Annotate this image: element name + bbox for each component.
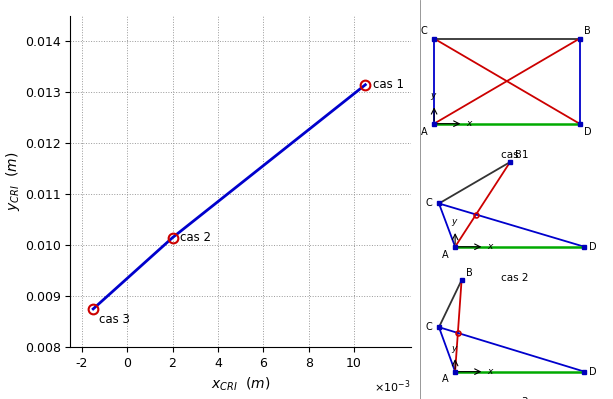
Text: $x$: $x$ xyxy=(487,367,495,376)
Text: cas 2: cas 2 xyxy=(180,231,211,244)
Text: B: B xyxy=(466,269,473,279)
Text: B: B xyxy=(515,150,522,160)
Text: C: C xyxy=(426,322,433,332)
Text: C: C xyxy=(426,198,433,209)
Text: A: A xyxy=(442,249,449,259)
Text: B: B xyxy=(584,26,591,36)
Text: D: D xyxy=(589,367,597,377)
Text: $\times 10^{-3}$: $\times 10^{-3}$ xyxy=(375,379,411,395)
Text: cas 3: cas 3 xyxy=(501,397,528,399)
Text: $x$: $x$ xyxy=(487,242,495,251)
Text: C: C xyxy=(421,26,428,36)
Text: $y$: $y$ xyxy=(430,91,438,103)
Text: cas 1: cas 1 xyxy=(501,150,528,160)
Text: A: A xyxy=(421,127,428,137)
Text: $y$: $y$ xyxy=(451,344,459,355)
Text: $y$: $y$ xyxy=(451,217,459,228)
Text: cas 3: cas 3 xyxy=(99,313,130,326)
Text: D: D xyxy=(584,127,592,137)
Text: cas 2: cas 2 xyxy=(501,273,528,283)
Text: A: A xyxy=(442,374,449,384)
X-axis label: $x_{CRI}$  $(m)$: $x_{CRI}$ $(m)$ xyxy=(211,375,270,393)
Y-axis label: $y_{CRI}$  $(m)$: $y_{CRI}$ $(m)$ xyxy=(4,152,22,211)
Text: D: D xyxy=(589,242,597,252)
Text: $x$: $x$ xyxy=(466,119,474,128)
Text: cas 1: cas 1 xyxy=(373,78,405,91)
